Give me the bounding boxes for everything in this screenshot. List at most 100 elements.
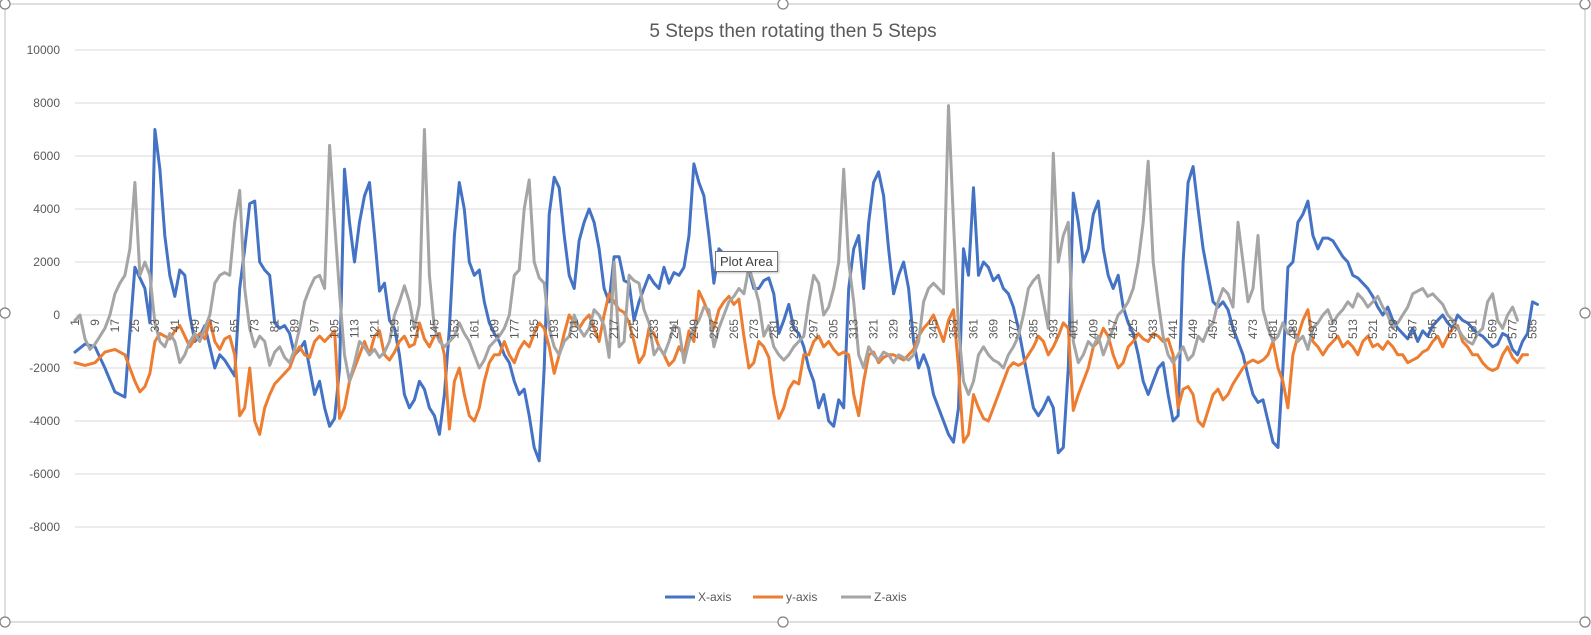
x-tick-label: 281 xyxy=(767,319,781,339)
resize-handle[interactable] xyxy=(1579,307,1591,319)
resize-handle[interactable] xyxy=(0,307,11,319)
x-tick-label: 33 xyxy=(148,319,162,333)
x-tick-label: 441 xyxy=(1166,319,1180,339)
resize-handle[interactable] xyxy=(1579,616,1591,628)
x-tick-label: 217 xyxy=(607,319,621,339)
x-tick-label: 121 xyxy=(367,319,381,339)
x-tick-label: 393 xyxy=(1046,319,1060,339)
x-tick-label: 409 xyxy=(1086,319,1100,339)
y-tick-labels: -8000 -6000 -4000 -2000 0 2000 4000 6000 8000 100… xyxy=(27,43,61,534)
x-tick-label: 1 xyxy=(68,319,82,326)
x-tick-label: 537 xyxy=(1406,319,1420,339)
legend-label: Z-axis xyxy=(874,590,907,604)
x-tick-label: 489 xyxy=(1286,319,1300,339)
legend-label: X-axis xyxy=(698,590,731,604)
series-lines[interactable] xyxy=(73,104,1539,463)
x-tick-label: 305 xyxy=(827,319,841,339)
y-tick-label: -8000 xyxy=(29,520,60,534)
x-tick-label: 473 xyxy=(1246,319,1260,339)
x-tick-label: 169 xyxy=(487,319,501,339)
x-tick-label: 225 xyxy=(627,319,641,339)
x-tick-label: 425 xyxy=(1126,319,1140,339)
x-tick-label: 73 xyxy=(248,319,262,333)
x-tick-label: 561 xyxy=(1466,319,1480,339)
series-line-x-axis[interactable] xyxy=(73,128,1539,463)
x-tick-label: 369 xyxy=(986,319,1000,339)
resize-handle[interactable] xyxy=(0,0,11,10)
x-tick-label: 89 xyxy=(288,319,302,333)
y-tick-label: 2000 xyxy=(33,255,60,269)
x-tick-label: 553 xyxy=(1446,319,1460,339)
x-tick-label: 585 xyxy=(1526,319,1540,339)
y-tick-label: -2000 xyxy=(29,361,60,375)
x-tick-label: 521 xyxy=(1366,319,1380,339)
x-tick-label: 241 xyxy=(667,319,681,339)
x-tick-label: 97 xyxy=(308,319,322,333)
resize-handle[interactable] xyxy=(0,616,11,628)
x-tick-label: 297 xyxy=(807,319,821,339)
x-tick-label: 529 xyxy=(1386,319,1400,339)
x-tick-label: 193 xyxy=(547,319,561,339)
x-tick-label: 137 xyxy=(407,319,421,339)
x-tick-label: 177 xyxy=(507,319,521,339)
x-tick-label: 505 xyxy=(1326,319,1340,339)
x-tick-label: 457 xyxy=(1206,319,1220,339)
y-tick-label: 10000 xyxy=(27,43,61,57)
x-tick-label: 513 xyxy=(1346,319,1360,339)
x-tick-label: 41 xyxy=(168,319,182,333)
x-tick-label: 9 xyxy=(88,319,102,326)
x-tick-label: 497 xyxy=(1306,319,1320,339)
x-tick-label: 401 xyxy=(1066,319,1080,339)
x-tick-label: 289 xyxy=(787,319,801,339)
x-tick-label: 321 xyxy=(867,319,881,339)
x-tick-label: 481 xyxy=(1266,319,1280,339)
x-tick-label: 265 xyxy=(727,319,741,339)
x-tick-label: 185 xyxy=(527,319,541,339)
x-tick-label: 129 xyxy=(387,319,401,339)
y-tick-label: -6000 xyxy=(29,467,60,481)
x-tick-label: 569 xyxy=(1486,319,1500,339)
x-tick-label: 433 xyxy=(1146,319,1160,339)
plot-area-tooltip: Plot Area xyxy=(715,251,778,272)
legend-label: y-axis xyxy=(786,590,817,604)
x-tick-label: 65 xyxy=(228,319,242,333)
x-tick-label: 145 xyxy=(427,319,441,339)
x-tick-label: 57 xyxy=(208,319,222,333)
x-tick-label: 81 xyxy=(268,319,282,333)
x-tick-label: 465 xyxy=(1226,319,1240,339)
y-tick-label: 8000 xyxy=(33,96,60,110)
x-tick-label: 113 xyxy=(348,319,362,338)
resize-handle[interactable] xyxy=(777,616,789,628)
x-tick-label: 209 xyxy=(587,319,601,339)
x-tick-label: 417 xyxy=(1106,319,1120,339)
series-line-z-axis[interactable] xyxy=(73,104,1519,396)
resize-handle[interactable] xyxy=(1579,0,1591,10)
series-line-y-axis[interactable] xyxy=(73,289,1529,444)
x-tick-label: 377 xyxy=(1006,319,1020,339)
x-tick-label: 313 xyxy=(847,319,861,339)
resize-handle[interactable] xyxy=(777,0,789,10)
chart-area[interactable] xyxy=(4,3,1586,623)
x-tick-label: 249 xyxy=(687,319,701,339)
chart-title[interactable]: 5 Steps then rotating then 5 Steps xyxy=(649,21,936,42)
x-tick-label: 449 xyxy=(1186,319,1200,339)
x-tick-label: 153 xyxy=(447,319,461,339)
x-tick-label: 353 xyxy=(947,319,961,339)
y-tick-label: 0 xyxy=(53,308,60,322)
y-tick-label: 6000 xyxy=(33,149,60,163)
x-tick-label: 577 xyxy=(1506,319,1520,339)
legend[interactable]: X-axis y-axis Z-axis xyxy=(665,590,907,604)
y-tick-label: -4000 xyxy=(29,414,60,428)
x-tick-label: 233 xyxy=(647,319,661,339)
x-tick-label: 49 xyxy=(188,319,202,333)
x-tick-label: 25 xyxy=(128,319,142,333)
x-tick-label: 345 xyxy=(927,319,941,339)
x-tick-labels: 1 9 17 25 33 41 49 57 65 73 81 89 97 105 113 121 129 137 1… xyxy=(68,319,1540,339)
x-tick-label: 337 xyxy=(907,319,921,339)
x-tick-label: 105 xyxy=(328,319,342,339)
x-tick-label: 257 xyxy=(707,319,721,339)
x-tick-label: 17 xyxy=(108,319,122,333)
